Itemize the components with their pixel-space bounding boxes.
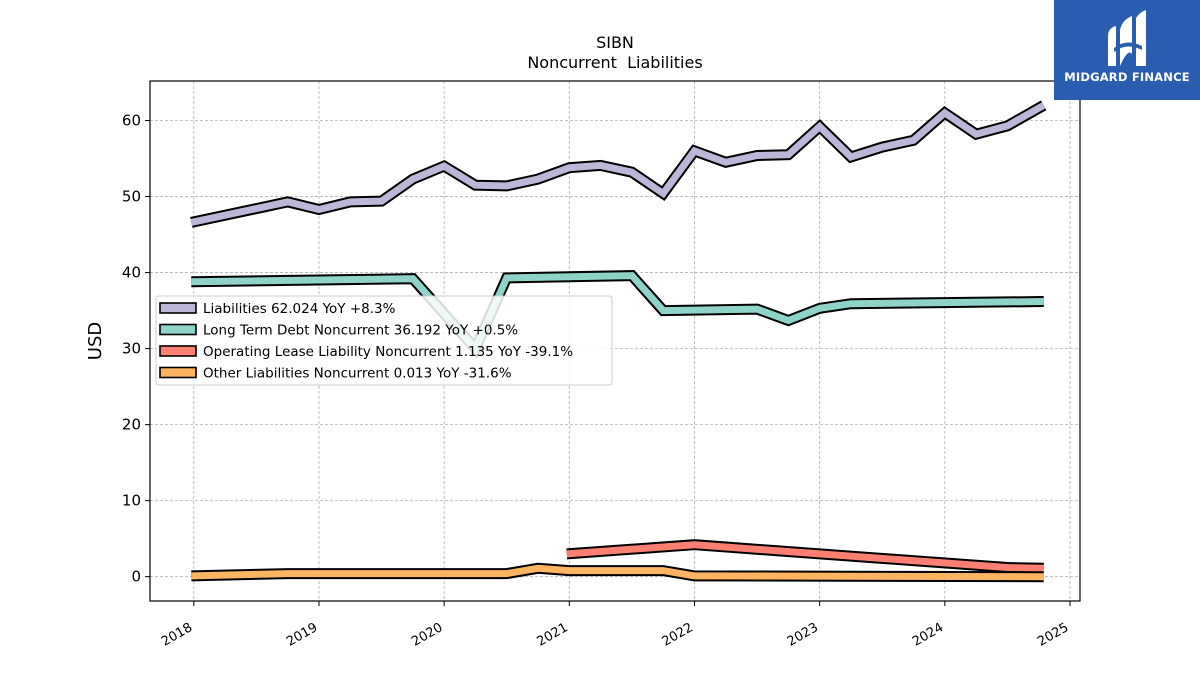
legend-swatch: [159, 323, 197, 336]
legend: Liabilities 62.024 YoY +8.3% Long Term De…: [155, 295, 613, 386]
logo-text: MIDGARD FINANCE: [1064, 70, 1190, 84]
y-tick-label: 30: [122, 340, 141, 358]
logo-mark-icon: [1108, 10, 1146, 66]
series-0: [190, 100, 1047, 228]
plot-frame: [149, 80, 1081, 602]
y-tick-label: 0: [131, 568, 141, 586]
x-tick-label: 2023: [785, 620, 821, 650]
series-line: [566, 541, 1044, 572]
midgard-finance-logo: MIDGARD FINANCE: [1054, 0, 1200, 100]
x-axis-ticks: 2018 2019 2020 2021 2022 2023 2024 2025: [159, 601, 1071, 650]
series-layer: [190, 100, 1047, 583]
legend-box: [155, 295, 613, 386]
series-line: [190, 102, 1046, 226]
y-axis-label: USD: [85, 322, 106, 360]
series-line: [191, 564, 1044, 581]
series-3: [191, 562, 1044, 583]
y-tick-label: 50: [122, 188, 141, 206]
legend-label: Long Term Debt Noncurrent 36.192 YoY +0.…: [203, 323, 518, 339]
y-axis-ticks: 0 10 20 30 40 50 60: [122, 112, 150, 586]
legend-swatch: [159, 366, 197, 379]
y-tick-label: 60: [122, 112, 141, 130]
y-tick-label: 40: [122, 264, 141, 282]
legend-label: Other Liabilities Noncurrent 0.013 YoY -…: [203, 366, 512, 382]
x-tick-label: 2024: [910, 620, 946, 650]
x-tick-label: 2025: [1035, 620, 1071, 650]
x-tick-label: 2022: [660, 620, 696, 650]
x-tick-label: 2019: [284, 620, 320, 650]
y-tick-label: 10: [122, 492, 141, 510]
y-tick-label: 20: [122, 416, 141, 434]
x-tick-label: 2020: [409, 620, 445, 650]
legend-label: Liabilities 62.024 YoY +8.3%: [203, 301, 396, 317]
x-tick-label: 2018: [159, 620, 195, 650]
x-tick-label: 2021: [534, 620, 570, 650]
chart-title: SIBN: [596, 33, 634, 52]
chart-subtitle: Noncurrent Liabilities: [527, 53, 702, 72]
legend-swatch: [159, 345, 197, 357]
legend-label: Operating Lease Liability Noncurrent 1.1…: [203, 344, 573, 360]
series-2: [566, 539, 1044, 574]
legend-swatch: [159, 302, 197, 314]
